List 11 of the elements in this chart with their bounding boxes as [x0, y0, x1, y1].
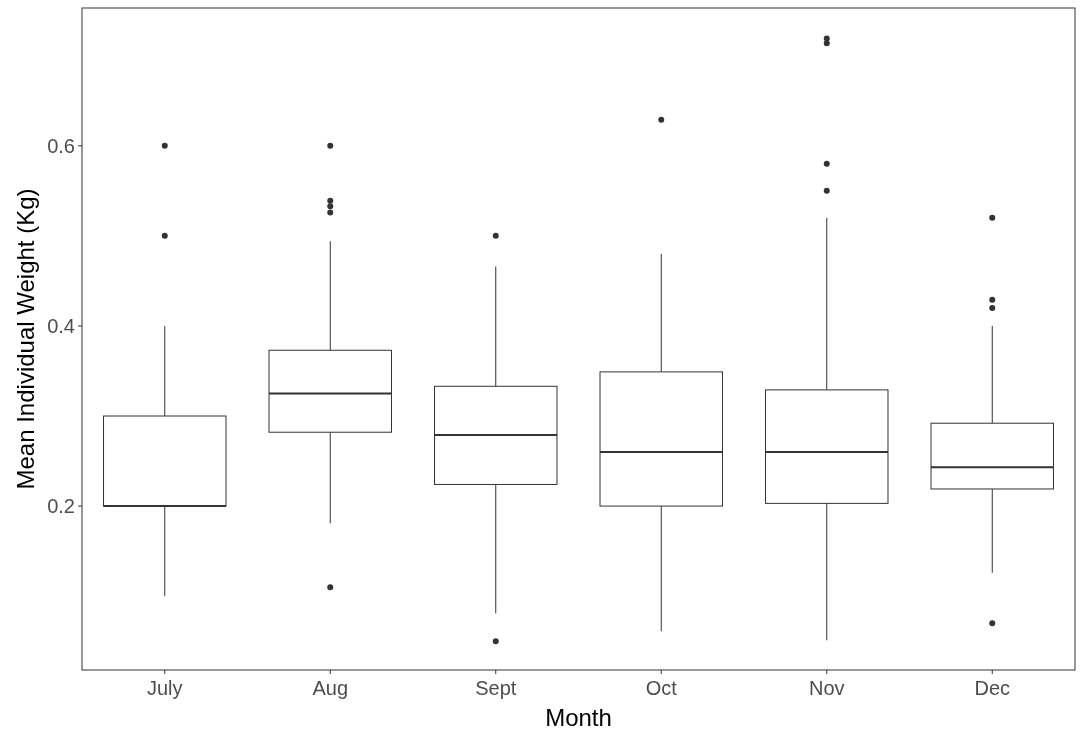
x-tick-label: Oct: [645, 677, 678, 699]
x-tick-label: July: [146, 677, 183, 699]
x-tick-label: Dec: [974, 677, 1011, 699]
y-tick-label: 0.4: [47, 314, 75, 337]
x-tick-label: Sept: [475, 677, 517, 699]
y-tick-label: 0.6: [47, 134, 75, 157]
y-axis-title: Mean Individual Weight (Kg): [12, 188, 39, 490]
x-axis-title: Month: [545, 704, 612, 731]
x-tick-label: Aug: [312, 677, 349, 699]
y-tick-label: 0.2: [47, 495, 75, 518]
x-tick-label: Nov: [808, 677, 845, 699]
